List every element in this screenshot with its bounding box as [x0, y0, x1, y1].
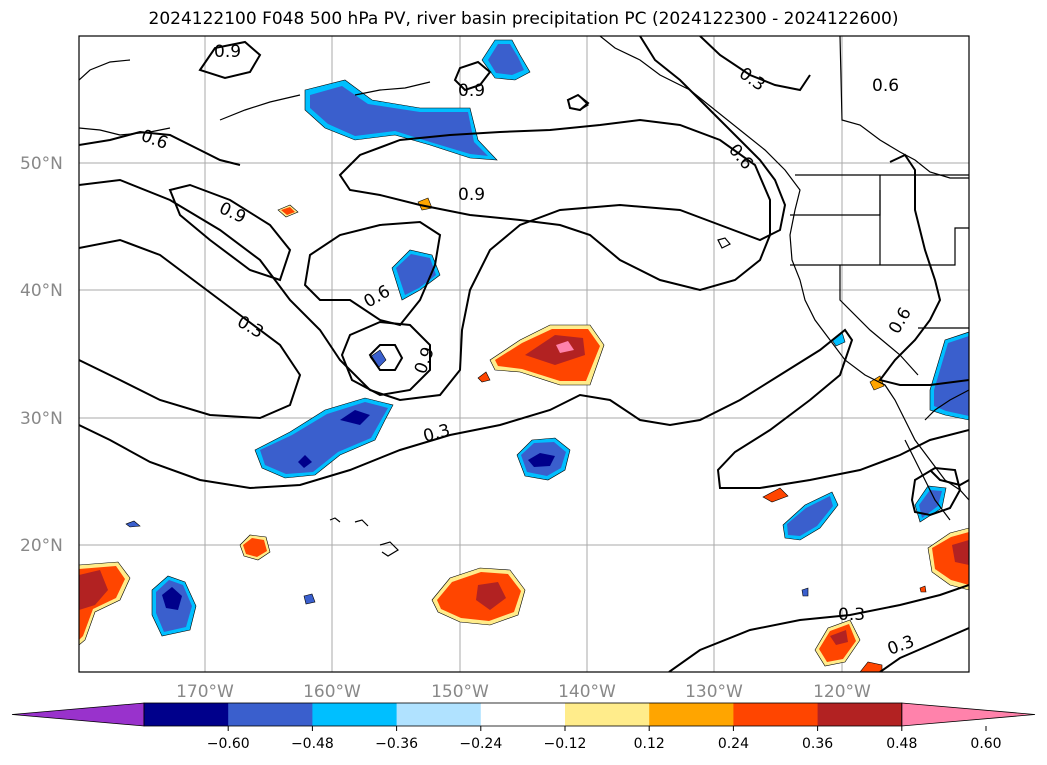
contour-label: 0.9 — [214, 42, 241, 62]
colorbar-tick-label: 0.48 — [886, 736, 917, 752]
lon-label: 150°W — [431, 682, 489, 702]
contour-0.6-west — [79, 130, 241, 166]
colorbar-tick-label: 0.24 — [718, 736, 749, 752]
contour-0.6-east — [878, 153, 969, 386]
contour-label: 0.9 — [458, 81, 485, 101]
colorbar-segment — [733, 703, 819, 726]
contour-0.3-north — [79, 238, 302, 420]
colorbar-segment — [565, 703, 650, 726]
colorbar-segment — [312, 703, 398, 726]
lat-label: 40°N — [20, 281, 63, 301]
contour-0.9-inner — [340, 320, 431, 397]
contour-0.6-inner — [303, 220, 442, 327]
colorbar — [11, 702, 1036, 727]
colorbar-outline — [143, 702, 903, 727]
contour-0.9-top2 — [453, 60, 492, 92]
longitude-labels: 170°W 160°W 150°W 140°W 130°W 120°W — [176, 682, 871, 702]
map-title: 2024122100 F048 500 hPa PV, river basin … — [148, 9, 899, 29]
colorbar-segment — [480, 703, 566, 726]
colorbar-ticks: −0.60 −0.48 −0.36 −0.24 −0.12 0.12 0.24 0.36 0.4… — [207, 726, 1002, 752]
lon-label: 170°W — [176, 682, 234, 702]
contour-0.3-ne — [699, 36, 811, 92]
positive-precip-areas — [79, 197, 969, 672]
lat-label: 50°N — [20, 154, 63, 174]
lon-label: 140°W — [558, 682, 616, 702]
colorbar-tick-label: −0.24 — [459, 736, 502, 752]
colorbar-extend-right — [901, 702, 1036, 727]
lon-label: 120°W — [813, 682, 871, 702]
lat-label: 30°N — [20, 409, 63, 429]
lon-label: 130°W — [685, 682, 743, 702]
colorbar-tick-label: −0.48 — [291, 736, 334, 752]
colorbar-tick-label: −0.12 — [544, 736, 587, 752]
contour-0.3-baja — [929, 469, 969, 487]
contour-0.3-se2 — [879, 627, 969, 672]
pv-contours — [79, 36, 969, 672]
contour-label: 0.3 — [838, 605, 865, 625]
colorbar-tick-label: 0.60 — [970, 736, 1001, 752]
lat-label: 20°N — [20, 536, 63, 556]
contour-0.9-top — [198, 40, 262, 80]
colorbar-extend-left — [11, 702, 145, 727]
contour-label: 0.6 — [872, 76, 899, 96]
map-frame — [78, 35, 970, 673]
lon-label: 160°W — [303, 682, 361, 702]
contour-label: 0.9 — [458, 185, 485, 205]
colorbar-tick-label: 0.36 — [802, 736, 833, 752]
contour-0.9-west — [168, 183, 292, 282]
negative-precip-areas — [125, 39, 969, 637]
contour-0.9-tiny — [368, 344, 404, 371]
colorbar-tick-label: −0.60 — [207, 736, 250, 752]
contour-0.6-outer — [79, 36, 787, 402]
latitude-labels: 50°N 40°N 30°N 20°N — [20, 154, 63, 556]
colorbar-segment — [649, 703, 734, 726]
contour-0.3-lower — [79, 328, 969, 490]
contour-0.9-north — [338, 118, 771, 292]
colorbar-segment — [228, 703, 313, 726]
colorbar-tick-label: 0.12 — [634, 736, 665, 752]
colorbar-segment — [396, 703, 482, 726]
colorbar-segment — [817, 703, 903, 726]
contour-0.3-se — [668, 584, 969, 672]
colorbar-segment — [144, 703, 229, 726]
colorbar-tick-label: −0.36 — [375, 736, 418, 752]
